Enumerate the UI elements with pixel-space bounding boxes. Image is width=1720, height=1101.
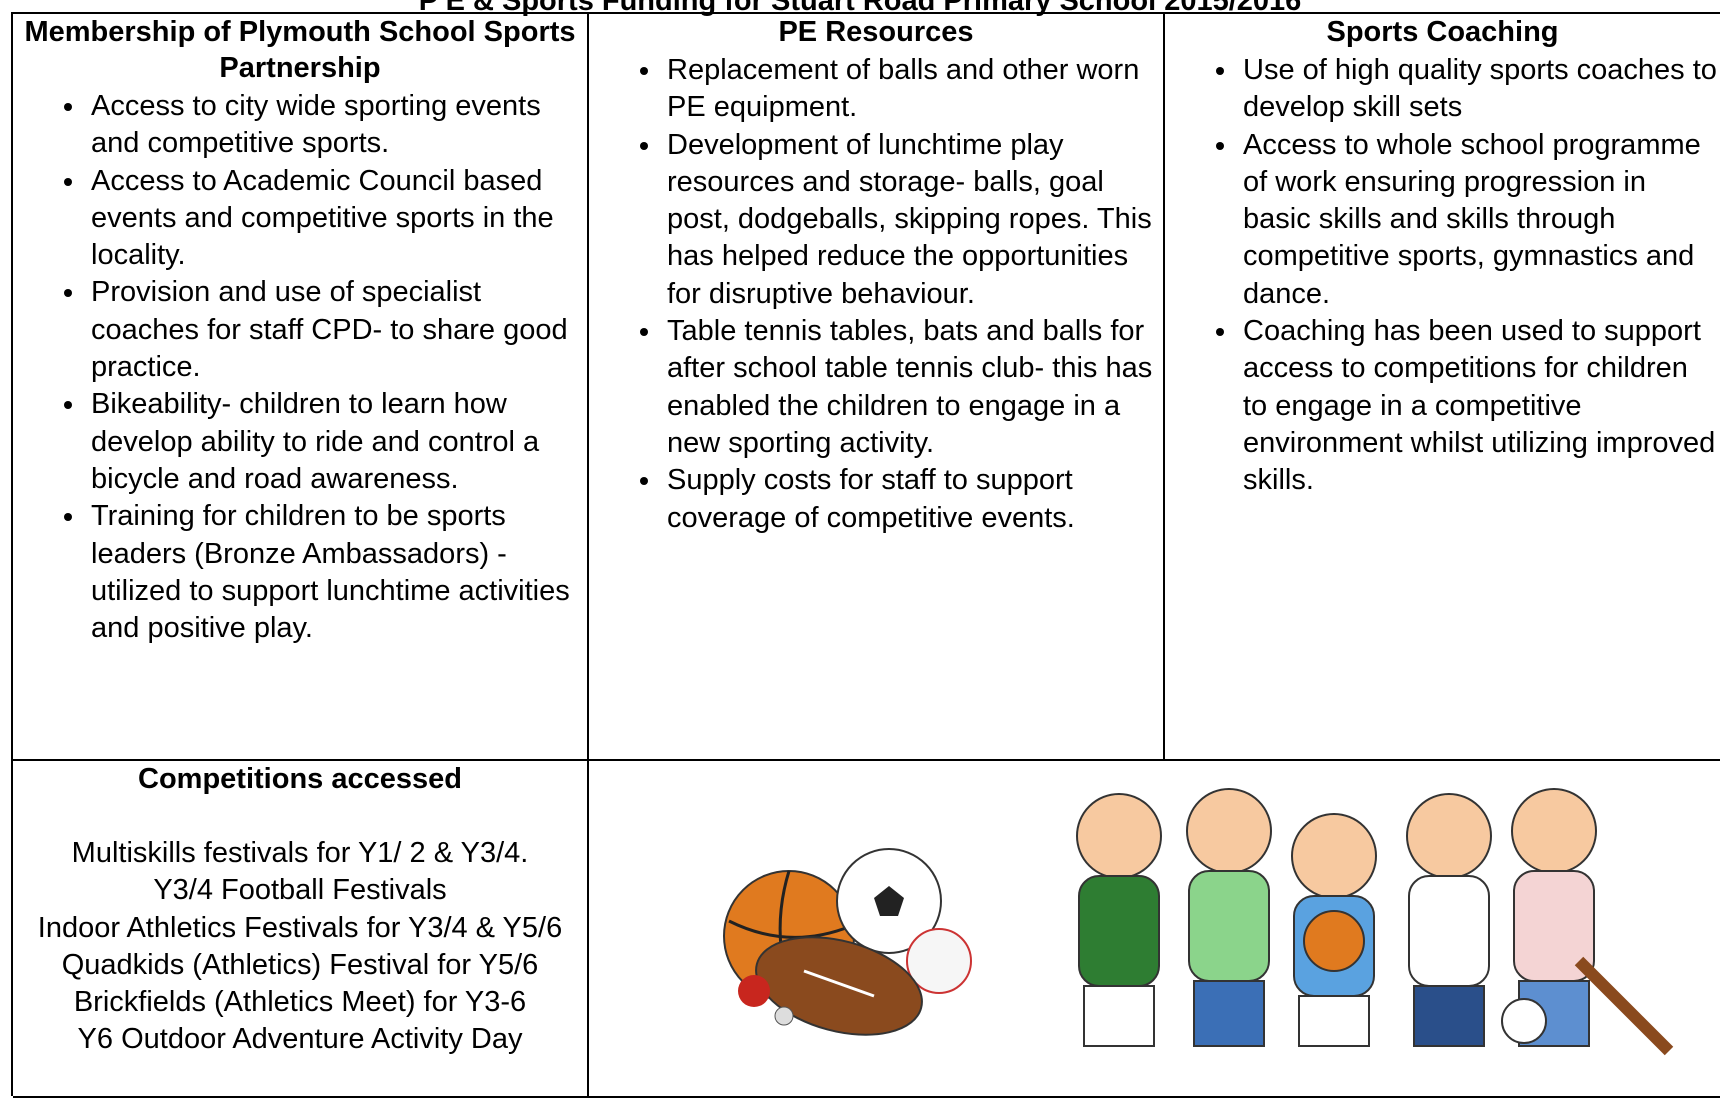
- bullet-list: Access to city wide sporting events and …: [13, 88, 587, 647]
- competition-line: Multiskills festivals for Y1/ 2 & Y3/4.: [71, 837, 529, 869]
- bullet-item: Access to Academic Council based events …: [87, 163, 587, 275]
- sports-illustration: [723, 788, 1674, 1056]
- bullet-item: Provision and use of specialist coaches …: [87, 274, 587, 386]
- bullet-item: Access to city wide sporting events and …: [87, 88, 587, 163]
- competition-line: Y3/4 Football Festivals: [153, 874, 447, 907]
- bullet-item: Training for children to be sports leade…: [87, 498, 587, 647]
- competition-line: Y6 Outdoor Adventure Activity Day: [77, 1023, 523, 1056]
- cell: PE Resources Replacement of balls and ot…: [589, 14, 1165, 761]
- bullet-list: Replacement of balls and other worn PE e…: [589, 52, 1163, 537]
- competition-lines: Multiskills festivals for Y1/ 2 & Y3/4. Y…: [13, 835, 587, 1059]
- cell: [589, 761, 1720, 1098]
- competition-line: Quadkids (Athletics) Festival for Y5/6: [61, 948, 539, 981]
- bullet-item: Table tennis tables, bats and balls for …: [663, 313, 1163, 462]
- bullet-item: Access to whole school programme of work…: [1239, 127, 1720, 313]
- bullet-list: Use of high quality sports coaches to de…: [1165, 52, 1720, 500]
- competition-line: Indoor Athletics Festivals for Y3/4 & Y5…: [37, 911, 563, 944]
- section-heading: Competitions accessed: [138, 763, 462, 795]
- bullet-item: Supply costs for staff to support covera…: [663, 462, 1163, 537]
- bullet-item: Replacement of balls and other worn PE e…: [663, 52, 1163, 127]
- cell: Membership of Plymouth School Sports Par…: [13, 14, 589, 761]
- bullet-item: Use of high quality sports coaches to de…: [1239, 52, 1720, 127]
- competition-line: Brickfields (Athletics Meet) for Y3-6: [73, 986, 527, 1019]
- column-heading: Membership of Plymouth School Sports Par…: [24, 16, 576, 84]
- bullet-item: Coaching has been used to support access…: [1239, 313, 1720, 499]
- table: Membership of Plymouth School Sports Par…: [11, 12, 1720, 1098]
- bullet-item: Development of lunchtime play resources …: [663, 127, 1163, 313]
- cell: Sports Coaching Use of high quality spor…: [1165, 14, 1720, 761]
- column-heading: Sports Coaching: [1326, 16, 1559, 48]
- cell: Competitions accessed Multiskills festiv…: [13, 761, 589, 1098]
- bullet-item: Bikeability- children to learn how devel…: [87, 386, 587, 498]
- column-heading: PE Resources: [778, 16, 974, 48]
